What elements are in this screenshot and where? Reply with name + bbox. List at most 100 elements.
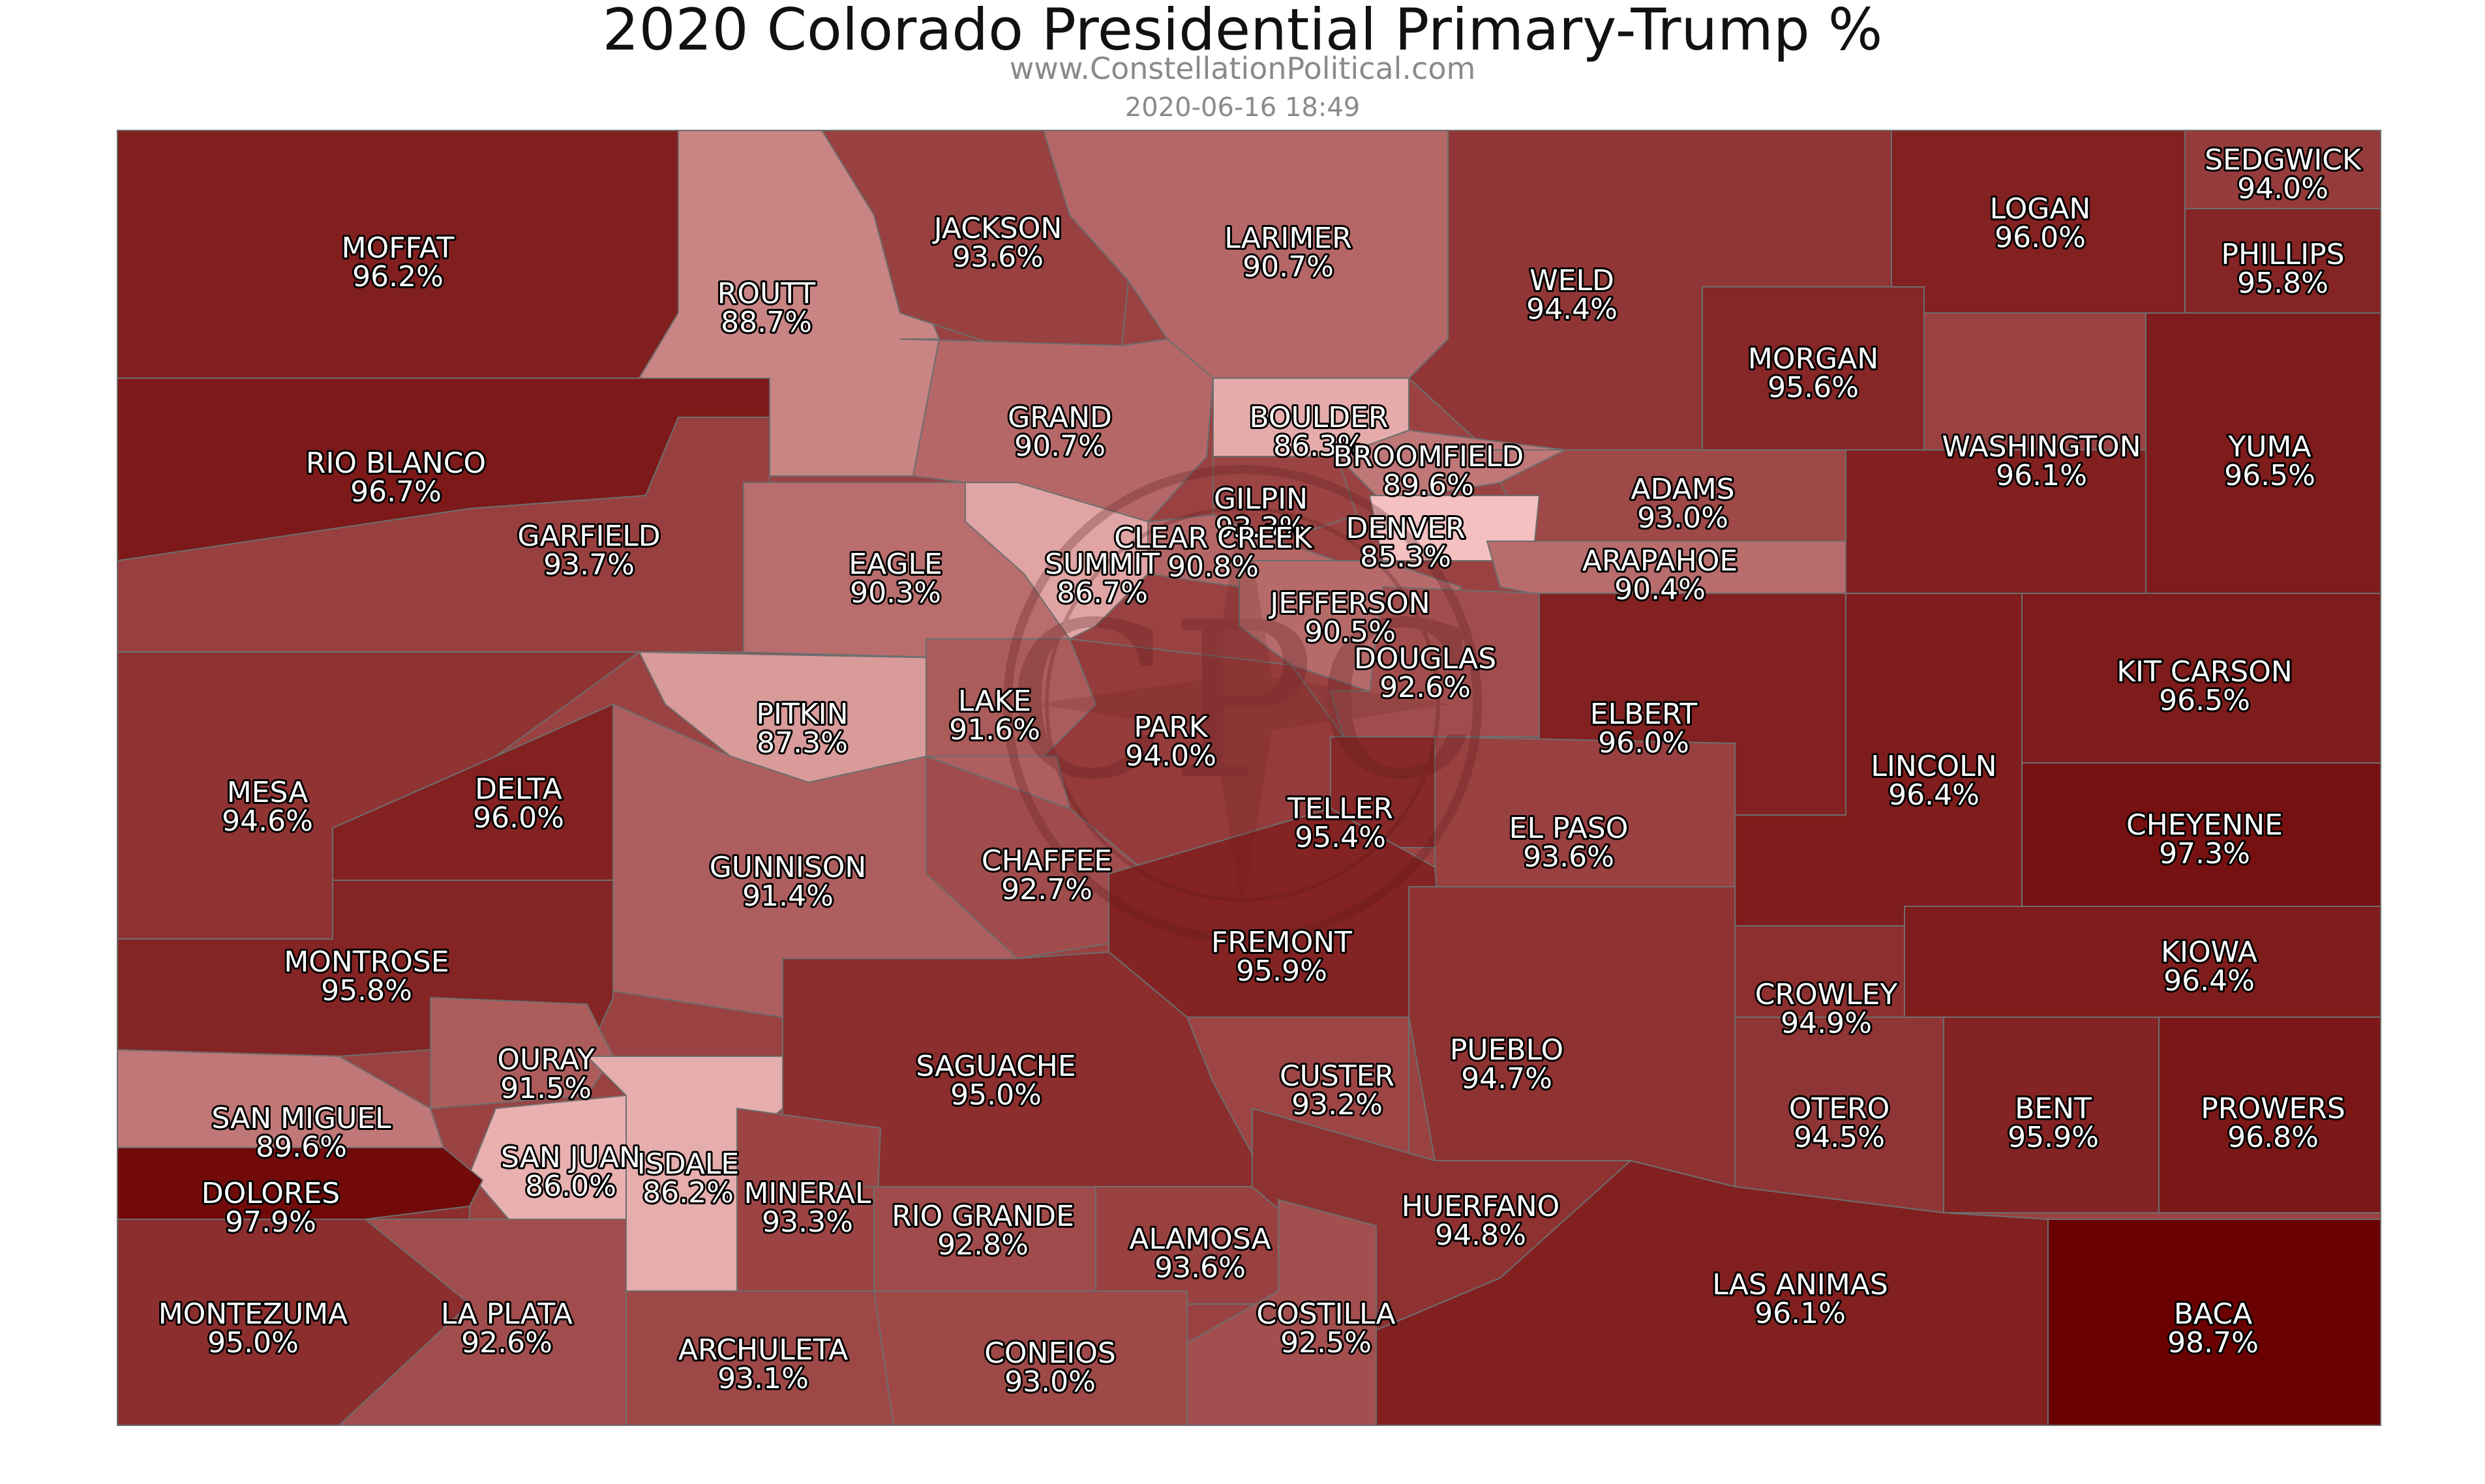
county-name-montrose: MONTROSE (284, 945, 449, 979)
county-name-mineral: MINERAL (744, 1177, 871, 1210)
county-pct-routt: 88.7% (721, 306, 812, 339)
county-name-alamosa: ALAMOSA (1129, 1223, 1271, 1256)
map-subtitle: www.ConstellationPolitical.com (1009, 51, 1476, 86)
county-pct-dolores: 97.9% (225, 1206, 316, 1239)
county-pct-montezuma: 95.0% (207, 1326, 299, 1359)
county-pct-gunnison: 91.4% (742, 880, 834, 913)
county-pct-pueblo: 94.7% (1461, 1062, 1552, 1095)
county-name-san-juan: SAN JUAN (501, 1141, 640, 1174)
county-pct-otero: 94.5% (1794, 1121, 1885, 1154)
county-name-washington: WASHINGTON (1942, 430, 2141, 464)
county-pct-hinsdale: 86.2% (642, 1176, 734, 1209)
county-regions (117, 130, 2381, 1426)
county-region-kiowa (1904, 906, 2381, 1018)
county-pct-lake: 91.6% (949, 713, 1040, 747)
county-pct-las-animas: 96.1% (1755, 1297, 1846, 1330)
county-pct-conejos: 93.0% (1004, 1365, 1096, 1399)
county-name-las-animas: LAS ANIMAS (1712, 1268, 1888, 1301)
county-region-gilpin (1212, 456, 1358, 542)
county-name-kit-carson: KIT CARSON (2116, 655, 2293, 689)
county-pct-bent: 95.9% (2008, 1121, 2099, 1154)
county-name-summit: SUMMIT (1045, 548, 1160, 581)
county-name-teller: TELLER (1287, 792, 1393, 825)
county-name-yuma: YUMA (2227, 430, 2311, 464)
county-pct-arapahoe: 90.4% (1614, 573, 1706, 606)
county-name-garfield: GARFIELD (517, 520, 660, 553)
county-name-boulder: BOULDER (1249, 401, 1388, 434)
county-name-baca: BACA (2174, 1298, 2252, 1331)
county-pct-morgan: 95.6% (1768, 371, 1859, 404)
county-name-park: PARK (1134, 711, 1208, 744)
county-name-custer: CUSTER (1280, 1060, 1394, 1093)
county-name-huerfano: HUERFANO (1402, 1190, 1560, 1223)
county-name-otero: OTERO (1789, 1092, 1890, 1125)
county-pct-pitkin: 87.3% (757, 726, 848, 760)
county-pct-eagle: 90.3% (850, 576, 941, 610)
county-region-summit (965, 482, 1149, 640)
county-pct-crowley: 94.9% (1781, 1007, 1872, 1040)
county-name-douglas: DOUGLAS (1354, 642, 1496, 675)
county-pct-delta: 96.0% (473, 801, 564, 835)
county-name-rio-grande: RIO GRANDE (892, 1200, 1074, 1233)
county-name-phillips: PHILLIPS (2221, 238, 2344, 271)
county-name-adams: ADAMS (1631, 473, 1734, 506)
county-pct-archuleta: 93.1% (717, 1362, 809, 1395)
county-name-archuleta: ARCHULETA (678, 1333, 848, 1367)
county-pct-broomfield: 89.6% (1383, 469, 1474, 502)
county-pct-el-paso: 93.6% (1523, 840, 1614, 874)
county-name-elbert: ELBERT (1590, 698, 1698, 731)
county-name-hinsdale: ISDALE (637, 1148, 739, 1181)
county-pct-logan: 96.0% (1995, 221, 2086, 254)
county-pct-ouray: 91.5% (500, 1072, 592, 1105)
county-pct-garfield: 93.7% (543, 548, 635, 582)
county-name-ouray: OURAY (497, 1043, 594, 1076)
county-pct-mesa: 94.6% (222, 805, 313, 838)
county-name-logan: LOGAN (1990, 192, 2091, 226)
watermark-logo: CPC (1003, 465, 1482, 943)
county-pct-park: 94.0% (1125, 739, 1216, 773)
county-pct-yuma: 96.5% (2224, 459, 2315, 492)
county-pct-adams: 93.0% (1637, 501, 1728, 535)
county-name-dolores: DOLORES (202, 1177, 340, 1210)
county-pct-phillips: 95.8% (2237, 267, 2328, 300)
county-pct-grand: 90.7% (1014, 430, 1106, 463)
county-name-clear-creek: CLEAR CREEK (1114, 522, 1313, 555)
county-pct-elbert: 96.0% (1598, 726, 1689, 760)
county-pct-summit: 86.7% (1057, 576, 1148, 610)
county-region-prowers (2158, 1017, 2381, 1213)
county-pct-weld: 94.4% (1526, 293, 1618, 326)
county-pct-clear-creek: 90.8% (1167, 550, 1259, 584)
county-name-mesa: MESA (227, 776, 309, 809)
county-pct-chaffee: 92.7% (1001, 873, 1092, 906)
county-name-pitkin: PITKIN (756, 698, 848, 731)
county-name-bent: BENT (2015, 1092, 2092, 1125)
county-name-routt: ROUTT (717, 277, 816, 310)
county-pct-larimer: 90.7% (1242, 250, 1334, 284)
county-pct-gilpin: 93.3% (1215, 511, 1306, 544)
county-name-delta: DELTA (475, 773, 562, 806)
county-region-las-animas (1376, 1159, 2049, 1426)
county-name-denver: DENVER (1346, 512, 1465, 545)
county-name-fremont: FREMONT (1211, 926, 1352, 959)
county-pct-kit-carson: 96.5% (2159, 684, 2250, 717)
county-region-logan (1891, 130, 2186, 314)
county-name-morgan: MORGAN (1748, 342, 1878, 376)
county-pct-la-plata: 92.6% (461, 1326, 552, 1359)
county-pct-custer: 93.2% (1291, 1088, 1383, 1121)
county-pct-washington: 96.1% (1996, 459, 2087, 492)
county-name-pueblo: PUEBLO (1450, 1033, 1563, 1067)
county-pct-huerfano: 94.8% (1435, 1219, 1526, 1252)
county-pct-cheyenne: 97.3% (2159, 837, 2250, 870)
county-name-jackson: JACKSON (932, 212, 1062, 245)
county-pct-moffat: 96.2% (352, 260, 444, 293)
county-pct-denver: 85.3% (1360, 541, 1451, 574)
county-name-crowley: CROWLEY (1755, 978, 1898, 1011)
county-name-rio-blanco: RIO BLANCO (306, 447, 486, 480)
county-name-prowers: PROWERS (2201, 1092, 2345, 1125)
county-name-san-miguel: SAN MIGUEL (211, 1102, 391, 1135)
county-name-el-paso: EL PASO (1509, 812, 1629, 845)
county-name-lake: LAKE (958, 685, 1031, 718)
county-pct-mineral: 93.3% (762, 1206, 853, 1239)
county-pct-san-miguel: 89.6% (256, 1131, 347, 1164)
